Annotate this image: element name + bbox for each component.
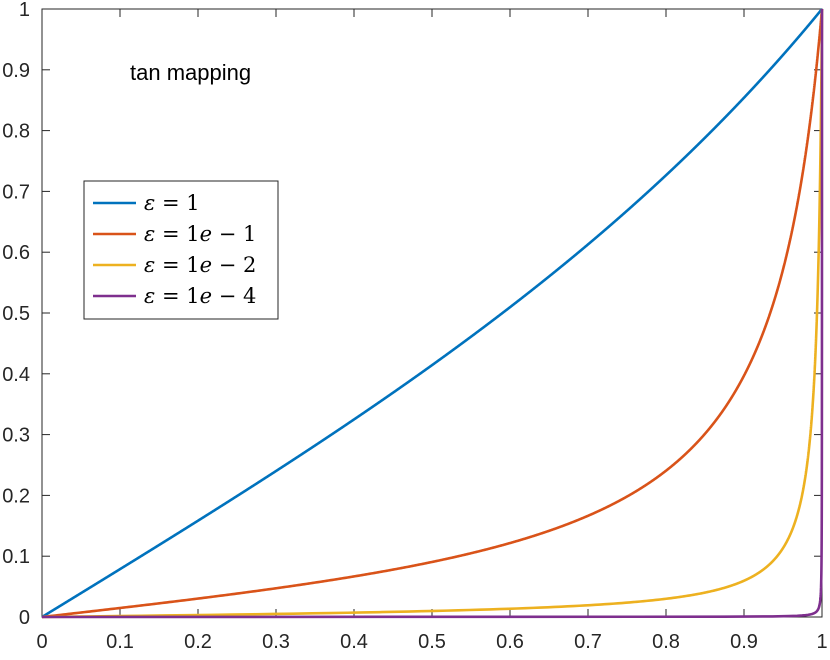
y-tick-label: 0.2	[2, 485, 30, 507]
plot-lines	[41, 8, 824, 619]
series-line-1	[41, 8, 824, 619]
y-tick-label: 0.7	[2, 181, 30, 203]
x-tick-label: 0.8	[652, 631, 680, 653]
y-tick-label: 0.3	[2, 425, 30, 447]
x-tick-label: 0.6	[496, 631, 524, 653]
x-tick-label: 0	[36, 631, 47, 653]
y-tick-label: 0.4	[2, 364, 30, 386]
x-tick-label: 0.4	[340, 631, 368, 653]
x-tick-label: 0.1	[106, 631, 134, 653]
annotation-text: tan mapping	[130, 60, 251, 85]
y-tick-label: 0.1	[2, 546, 30, 568]
y-tick-label: 0.5	[2, 303, 30, 325]
legend-label-4: ε = 1e − 4	[144, 284, 256, 308]
legend: ε = 1 ε = 1e − 1 ε = 1e − 2 ε = 1e − 4	[83, 180, 279, 320]
x-tick-label: 0.5	[418, 631, 446, 653]
x-tick-label: 0.9	[730, 631, 758, 653]
y-tick-label: 0	[19, 607, 30, 629]
y-tick-label: 0.8	[2, 121, 30, 143]
y-tick-label: 0.9	[2, 60, 30, 82]
y-tick-label: 0.6	[2, 242, 30, 264]
x-tick-label: 0.3	[262, 631, 290, 653]
y-tick-label: 1	[19, 0, 30, 21]
x-tick-label: 1	[816, 631, 827, 653]
legend-label-3: ε = 1e − 2	[144, 253, 256, 277]
x-tick-label: 0.2	[184, 631, 212, 653]
series-line-2	[41, 8, 824, 619]
legend-label-2: ε = 1e − 1	[144, 222, 256, 246]
legend-label-1: ε = 1	[144, 191, 200, 215]
series-line-4	[41, 8, 824, 619]
x-tick-label: 0.7	[574, 631, 602, 653]
